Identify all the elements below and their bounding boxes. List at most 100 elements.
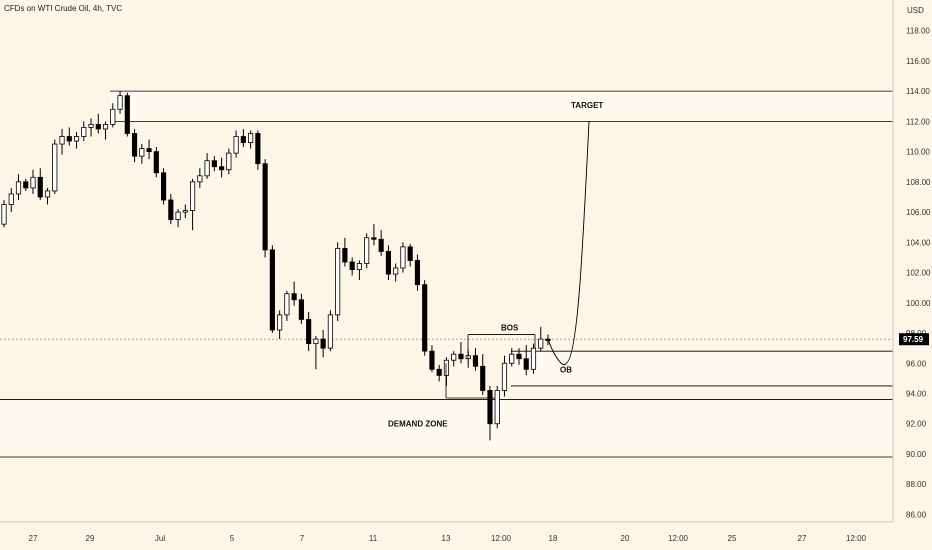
candle-body — [197, 175, 203, 183]
candle-body — [407, 246, 413, 261]
time-tick-label: 13 — [442, 534, 451, 543]
time-tick-label: Jul — [155, 534, 165, 543]
price-tick-label: 110.00 — [906, 148, 930, 157]
candle-body — [400, 246, 406, 269]
price-tick-label: 90.00 — [906, 450, 927, 459]
candle-body — [8, 193, 14, 205]
candle-body — [168, 199, 174, 221]
candle-body — [240, 136, 246, 143]
candle-body — [364, 237, 370, 264]
candle-body — [190, 181, 196, 211]
candle-body — [182, 210, 188, 213]
ob-label: OB — [560, 365, 572, 374]
candle-body — [327, 314, 333, 349]
demand-zone — [0, 399, 893, 457]
candle-body — [443, 359, 450, 376]
candle-body — [73, 136, 80, 142]
price-axis: USD86.0088.0090.0092.0094.0096.0098.0010… — [892, 0, 931, 522]
target-zone — [110, 91, 893, 122]
time-tick-label: 12:00 — [668, 534, 689, 543]
last-price-value: 97.59 — [903, 335, 924, 344]
price-tick-label: 88.00 — [906, 480, 927, 489]
candle-body — [23, 181, 29, 189]
candle-body — [472, 355, 479, 367]
candle-body — [52, 143, 58, 192]
time-tick-label: 12:00 — [846, 534, 867, 543]
price-tick-label: 104.00 — [906, 238, 931, 247]
candle-body — [284, 293, 290, 316]
candle-body — [88, 124, 94, 128]
time-tick-label: 12:00 — [491, 534, 512, 543]
candle-body — [378, 238, 384, 252]
candle-body — [102, 124, 109, 130]
demand-zone-label: DEMAND ZONE — [388, 420, 448, 429]
candle-body — [393, 267, 399, 275]
candle-body — [211, 160, 217, 168]
candle-body — [356, 263, 362, 270]
time-tick-label: 29 — [86, 534, 95, 543]
candle-body — [269, 249, 275, 331]
candle-body — [523, 358, 529, 370]
ob-zone — [511, 351, 893, 386]
candle-body — [66, 136, 72, 142]
price-tick-label: 96.00 — [906, 359, 927, 368]
price-tick-label: 116.00 — [906, 57, 930, 66]
candle-body — [298, 299, 304, 320]
candle-body — [335, 247, 341, 316]
candle-body — [146, 148, 152, 153]
candle-body — [538, 338, 544, 349]
candle-body — [30, 176, 36, 189]
candle-body — [219, 166, 225, 171]
time-axis: 27 29 Jul 5 7 11 13 12:00 18 20 12:00 25 27 12:00 — [0, 521, 893, 543]
candle-body — [81, 127, 87, 137]
candle-body — [320, 338, 326, 349]
candle-body — [516, 353, 522, 360]
price-tick-label: 94.00 — [906, 390, 927, 399]
candle-body — [204, 160, 210, 177]
candle-body — [480, 365, 486, 391]
overlays-layer: BOS TARGET OB DEMAND ZONE — [388, 101, 603, 429]
price-tick-label: 106.00 — [906, 208, 931, 217]
candle-body — [422, 284, 428, 352]
candle-body — [255, 133, 261, 165]
zones-layer — [0, 90, 893, 458]
candle-body — [131, 133, 138, 157]
time-tick-label: 18 — [549, 534, 558, 543]
candle-body — [414, 260, 421, 286]
candle-body — [37, 176, 43, 198]
time-tick-label: 5 — [230, 534, 235, 543]
candle-body — [451, 353, 457, 361]
candle-body — [15, 181, 22, 195]
bos-label: BOS — [501, 324, 519, 333]
candle-body — [530, 347, 537, 370]
candle-body — [262, 163, 268, 251]
projection-path — [547, 121, 590, 366]
chart-title: CFDs on WTI Crude Oil, 4h, TVC — [4, 4, 123, 13]
candle-body — [233, 136, 239, 154]
time-tick-label: 25 — [728, 534, 737, 543]
candle-body — [349, 261, 355, 270]
price-tick-label: 108.00 — [906, 178, 931, 187]
price-tick-label: 114.00 — [906, 87, 930, 96]
candle-body — [487, 390, 493, 425]
candle-body — [59, 136, 65, 145]
time-tick-label: 27 — [29, 534, 38, 543]
candle-body — [153, 151, 159, 174]
candle-body — [509, 353, 515, 364]
candle-body — [139, 148, 145, 157]
candle-body — [248, 133, 254, 143]
price-tick-label: 102.00 — [906, 269, 931, 278]
price-tick-label: 92.00 — [906, 420, 927, 429]
time-tick-label: 7 — [300, 534, 305, 543]
candle-body — [95, 124, 101, 130]
candle-body — [494, 390, 500, 425]
candle-body — [501, 362, 508, 391]
time-tick-label: 27 — [798, 534, 807, 543]
candle-body — [44, 190, 51, 198]
candle-body — [110, 108, 116, 125]
last-price-tag — [899, 333, 929, 346]
candle-body — [458, 353, 464, 360]
candle-body — [306, 319, 312, 345]
price-tick-label: 86.00 — [906, 510, 927, 519]
